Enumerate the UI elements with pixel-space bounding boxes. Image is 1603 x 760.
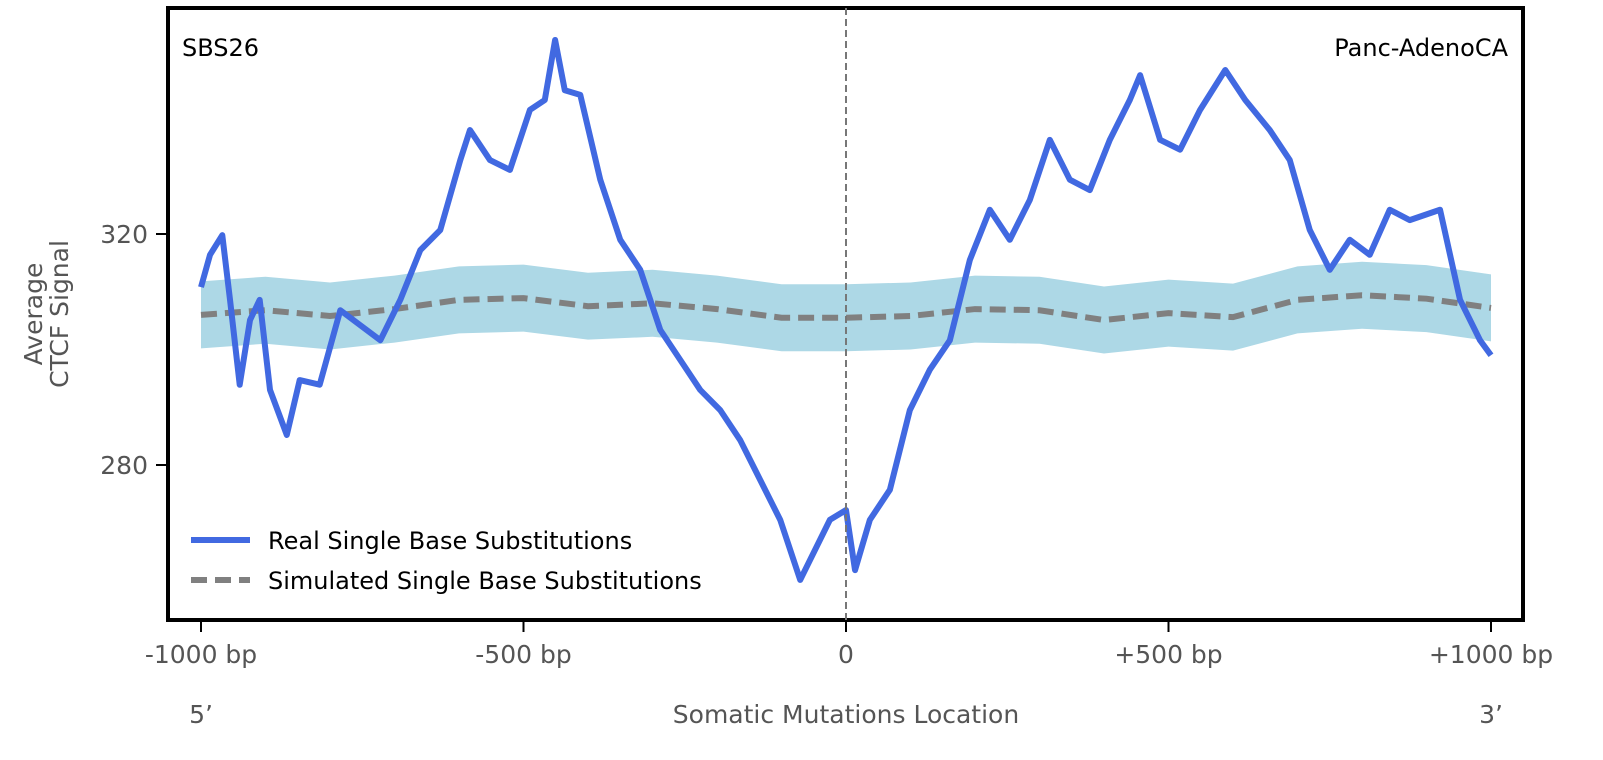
x-axis-label: Somatic Mutations Location	[673, 700, 1019, 729]
x-tick-label: -1000 bp	[145, 640, 257, 669]
simulated-series-line	[200, 292, 1492, 324]
legend: Real Single Base Substitutions Simulated…	[191, 527, 702, 595]
x-tick-label: +500 bp	[1114, 640, 1222, 669]
x-tick-label: +1000 bp	[1429, 640, 1553, 669]
y-tick-label: 320	[100, 220, 148, 249]
y-tick-label: 280	[100, 451, 148, 480]
legend-simulated-label: Simulated Single Base Substitutions	[268, 567, 702, 595]
legend-real-label: Real Single Base Substitutions	[268, 527, 632, 555]
real-series-line	[198, 36, 1494, 583]
signature-label: SBS26	[182, 34, 259, 62]
cancer-type-label: Panc-AdenoCA	[1334, 34, 1508, 62]
y-axis-label-line1: Average	[19, 263, 48, 366]
three-prime-label: 3’	[1479, 700, 1503, 729]
x-tick-label: -500 bp	[475, 640, 571, 669]
five-prime-label: 5’	[189, 700, 213, 729]
y-axis-label-line2: CTCF Signal	[45, 240, 74, 388]
x-tick-label: 0	[838, 640, 854, 669]
